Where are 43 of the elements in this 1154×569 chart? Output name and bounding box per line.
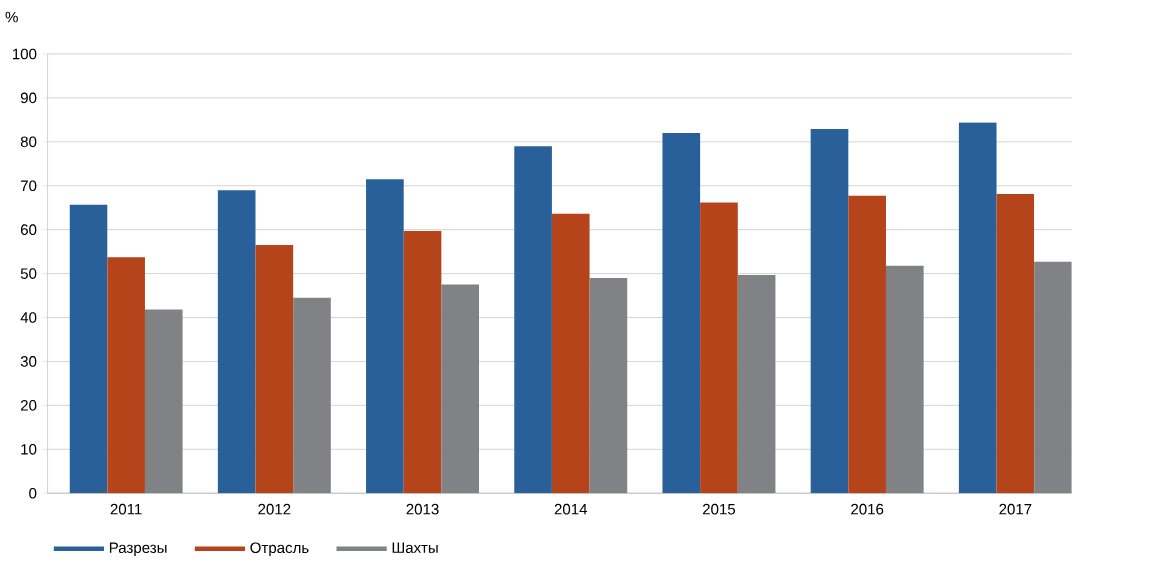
bar [293, 297, 331, 494]
y-tick-label: 20 [20, 400, 37, 411]
x-tick-label: 2016 [851, 504, 884, 515]
x-tick-label: 2014 [554, 504, 588, 515]
y-tick-label: 50 [20, 268, 37, 280]
x-tick-label: 2012 [258, 504, 291, 515]
y-tick-label: 30 [20, 356, 37, 368]
legend-label: Шахты [392, 542, 438, 554]
bar [662, 133, 701, 494]
bar [885, 265, 924, 494]
bar [144, 309, 183, 494]
y-axis-title: % [5, 12, 18, 23]
x-tick-label: 2013 [406, 504, 439, 515]
bar [810, 129, 849, 494]
y-tick-label: 80 [20, 136, 37, 148]
bar [848, 196, 886, 494]
bar [589, 278, 628, 494]
y-tick-label: 70 [20, 180, 37, 192]
bar [366, 179, 404, 494]
bar [958, 122, 997, 494]
bar [551, 214, 590, 494]
y-tick-label: 60 [20, 224, 37, 236]
bar [403, 231, 442, 494]
legend-label: Отрасль [250, 542, 309, 557]
bar [996, 194, 1035, 494]
y-tick-label: 40 [20, 312, 37, 324]
y-tick-label: 100 [12, 48, 37, 60]
y-tick-label: 10 [21, 444, 37, 455]
bar [514, 146, 552, 494]
bar [737, 275, 776, 494]
bar [700, 202, 738, 494]
bar [69, 204, 108, 494]
x-tick-label: 2011 [110, 504, 142, 515]
bar [255, 245, 294, 494]
bar [217, 190, 256, 494]
bar [441, 284, 480, 494]
x-tick-label: 2015 [702, 504, 736, 515]
x-tick-label: 2017 [999, 504, 1032, 515]
y-tick-label: 0 [29, 488, 37, 499]
y-tick-label: 90 [20, 92, 37, 104]
bar [107, 257, 145, 494]
legend-label: Разрезы [109, 542, 167, 557]
bar [1034, 261, 1072, 494]
